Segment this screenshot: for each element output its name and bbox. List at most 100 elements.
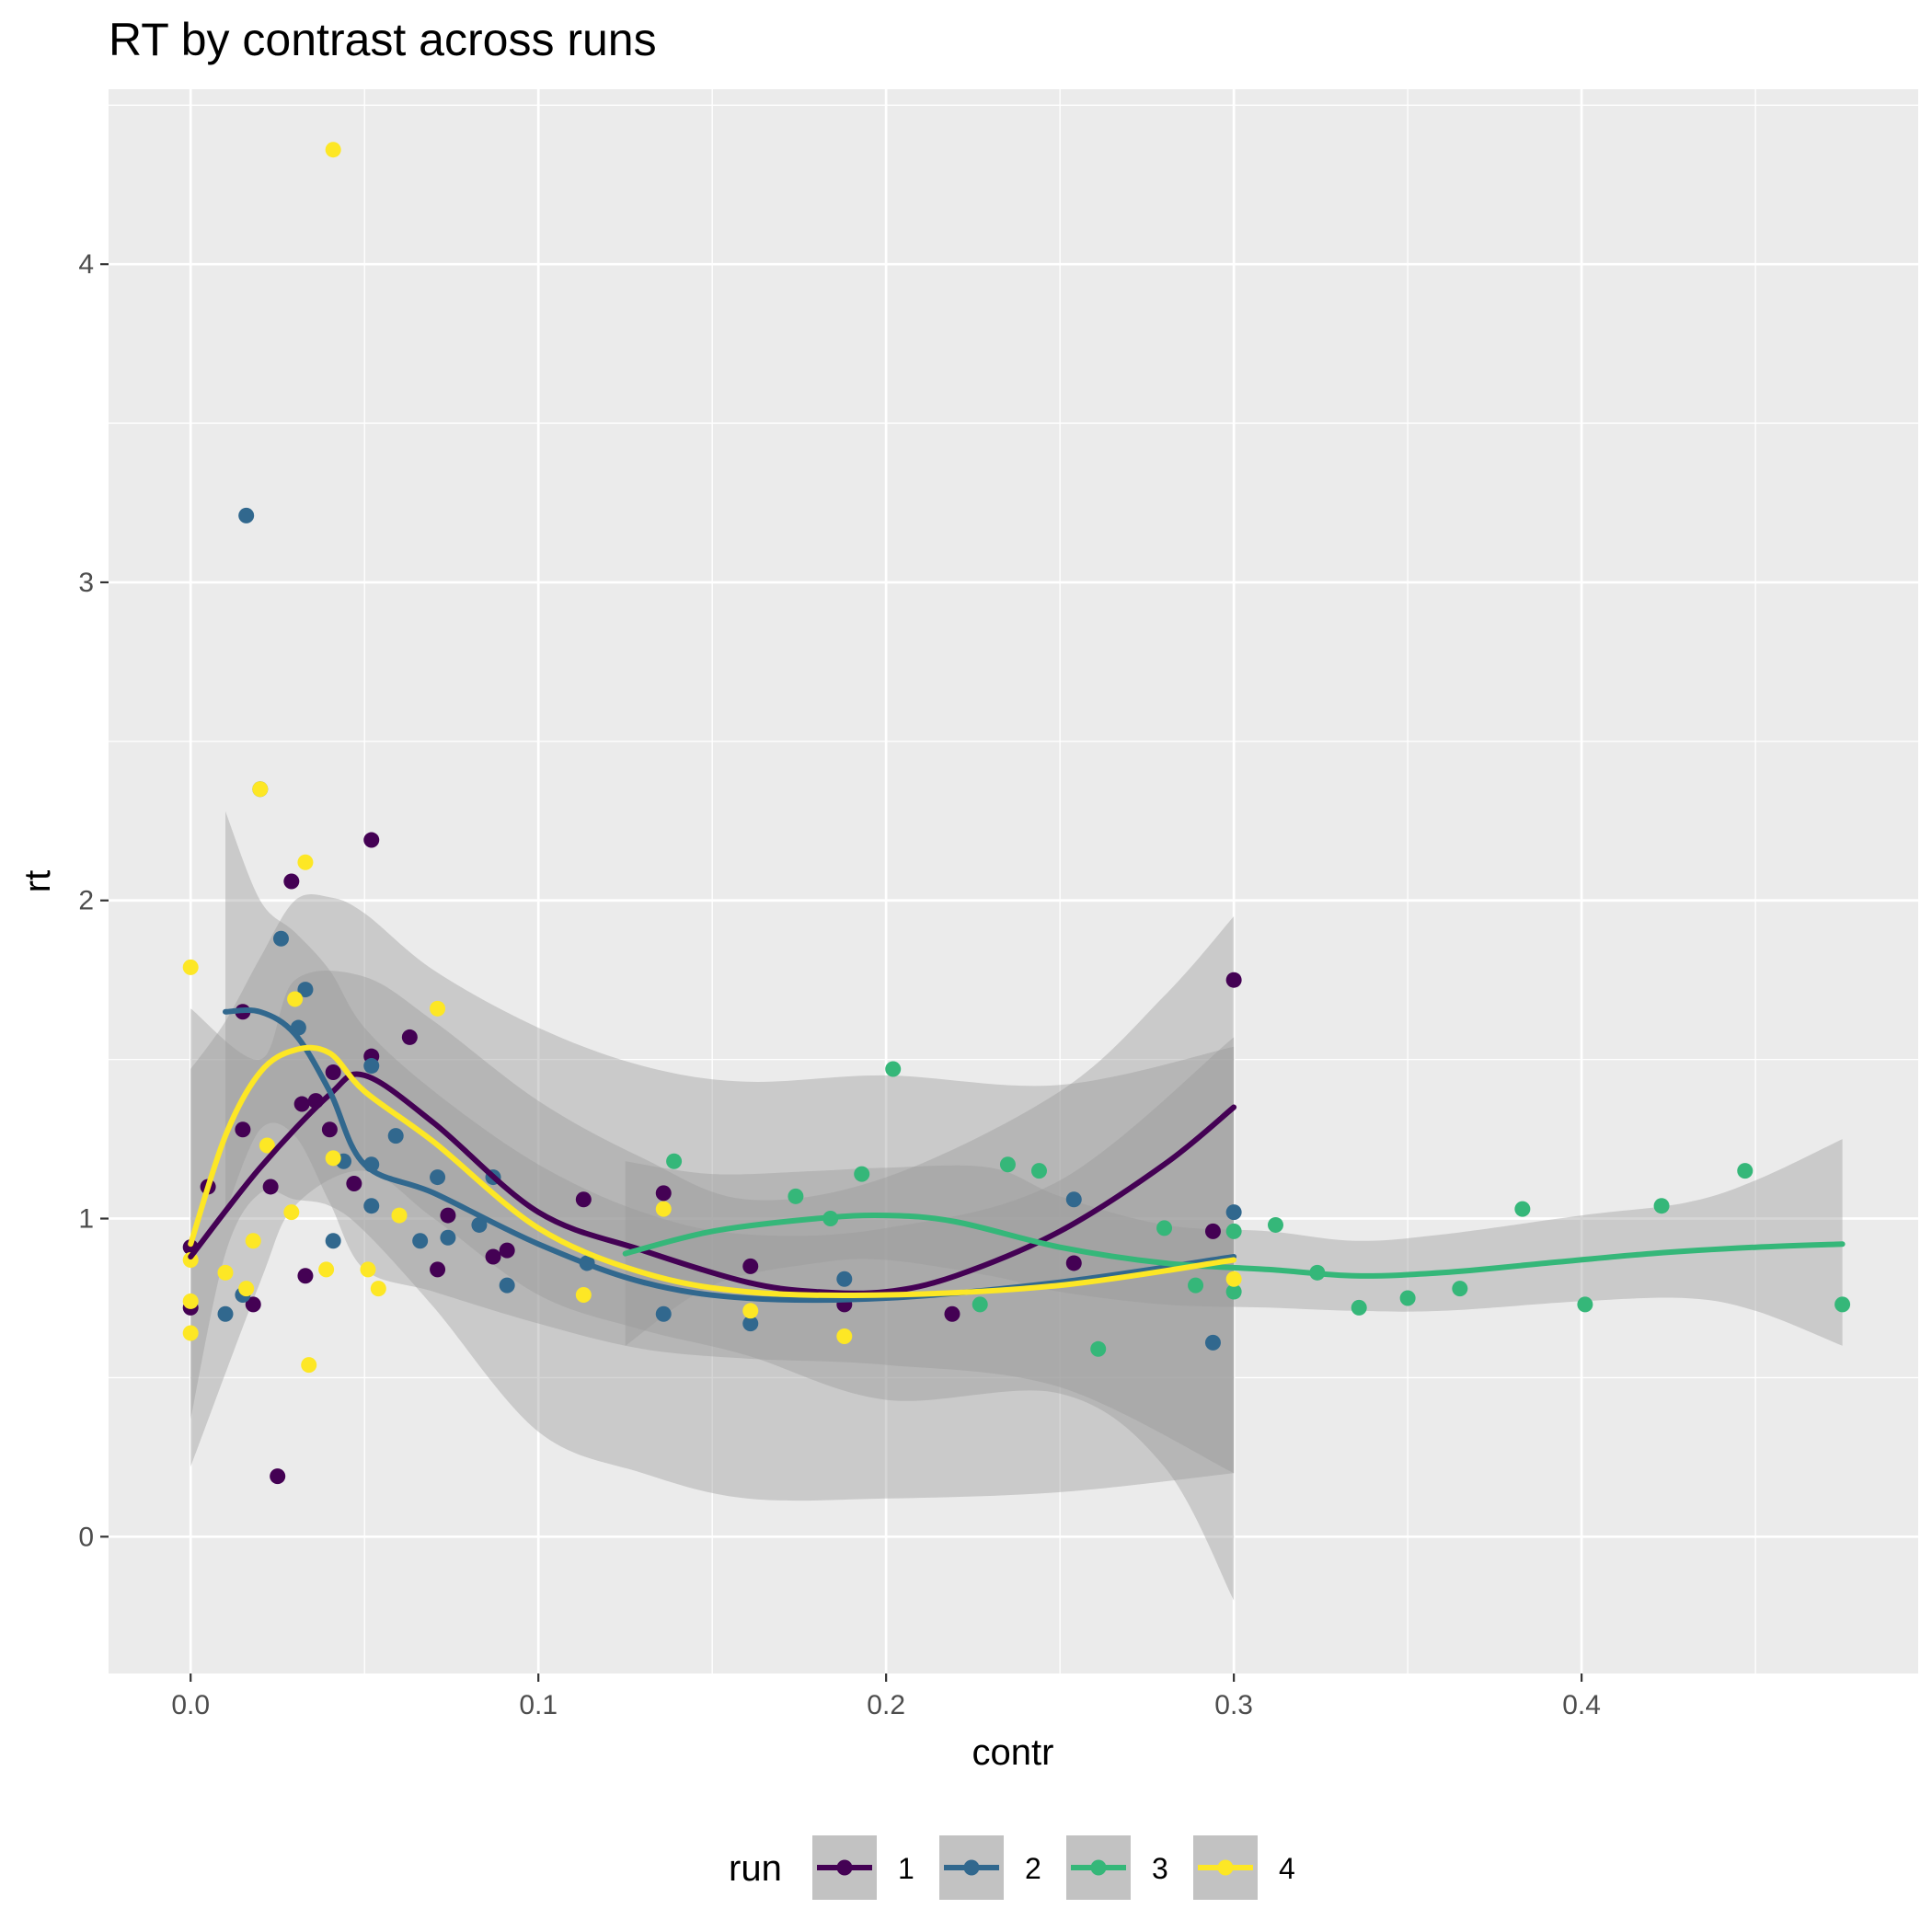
point-run-4 <box>217 1264 234 1281</box>
point-run-1 <box>363 832 380 848</box>
y-tick-label: 0 <box>78 1522 94 1552</box>
y-tick-label: 3 <box>78 568 94 598</box>
ci-band-run-1 <box>190 916 1235 1601</box>
legend-key-point <box>963 1859 980 1876</box>
point-run-3 <box>1030 1163 1047 1179</box>
point-run-1 <box>325 1064 341 1080</box>
point-run-2 <box>217 1305 234 1322</box>
x-tick-label: 0.3 <box>1214 1690 1253 1720</box>
y-tick-label: 4 <box>78 249 94 280</box>
y-tick-label: 2 <box>78 886 94 916</box>
y-axis: 0 1 2 3 4 <box>78 249 109 1552</box>
y-axis-title: rt <box>17 870 58 892</box>
point-run-4 <box>360 1261 376 1278</box>
point-run-2 <box>325 1233 341 1249</box>
point-run-1 <box>401 1029 418 1045</box>
point-run-2 <box>836 1271 853 1287</box>
point-run-3 <box>1514 1201 1531 1217</box>
x-tick-label: 0.2 <box>867 1690 905 1720</box>
legend-title: run <box>729 1848 782 1889</box>
fit-line-run-4 <box>188 1044 1237 1299</box>
point-run-3 <box>1225 1283 1242 1300</box>
point-run-2 <box>1065 1191 1082 1208</box>
plot-panel <box>109 89 1918 1673</box>
point-run-3 <box>1225 1223 1242 1239</box>
point-run-3 <box>1351 1299 1367 1316</box>
point-run-2 <box>430 1169 446 1186</box>
point-run-4 <box>252 781 269 798</box>
point-run-4 <box>370 1281 386 1297</box>
point-run-1 <box>297 1268 314 1284</box>
major-gridlines <box>109 89 1918 1673</box>
point-run-3 <box>885 1061 902 1077</box>
point-run-3 <box>1577 1296 1593 1313</box>
point-run-3 <box>1737 1163 1754 1179</box>
point-run-3 <box>854 1166 870 1182</box>
point-run-4 <box>325 1150 341 1167</box>
point-run-4 <box>742 1303 759 1319</box>
y-tick-label: 1 <box>78 1204 94 1235</box>
point-run-4 <box>182 959 199 975</box>
legend-label-run-4: 4 <box>1279 1852 1295 1885</box>
point-run-3 <box>1653 1198 1670 1214</box>
point-run-2 <box>1204 1334 1221 1351</box>
point-run-3 <box>1834 1296 1851 1313</box>
point-run-3 <box>666 1153 683 1169</box>
point-run-2 <box>1225 1204 1242 1221</box>
point-run-4 <box>430 1000 446 1017</box>
point-run-1 <box>1065 1255 1082 1271</box>
point-run-3 <box>1267 1216 1283 1233</box>
point-run-2 <box>655 1305 672 1322</box>
point-run-2 <box>238 507 255 523</box>
point-run-4 <box>391 1207 408 1224</box>
point-run-1 <box>1204 1223 1221 1239</box>
minor-gridlines <box>109 89 1918 1673</box>
point-run-1 <box>1225 972 1242 988</box>
point-run-4 <box>238 1281 255 1297</box>
point-run-2 <box>297 982 314 998</box>
point-run-2 <box>363 1198 380 1214</box>
point-run-1 <box>655 1185 672 1202</box>
legend-label-run-2: 2 <box>1025 1852 1041 1885</box>
point-run-1 <box>944 1305 960 1322</box>
point-run-2 <box>471 1216 488 1233</box>
point-run-3 <box>1156 1220 1173 1236</box>
point-run-4 <box>283 1204 300 1221</box>
legend-key-point <box>836 1859 853 1876</box>
x-axis-title: contr <box>972 1732 1054 1773</box>
point-run-1 <box>430 1261 446 1278</box>
chart-title: RT by contrast across runs <box>109 14 657 65</box>
point-run-4 <box>325 142 341 158</box>
fit-line-run-3 <box>622 1212 1846 1279</box>
point-run-1 <box>293 1096 310 1112</box>
point-run-1 <box>440 1207 456 1224</box>
x-tick-label: 0.0 <box>171 1690 210 1720</box>
point-run-1 <box>346 1175 362 1191</box>
point-run-2 <box>440 1229 456 1246</box>
legend-label-run-1: 1 <box>898 1852 914 1885</box>
point-run-3 <box>999 1156 1016 1173</box>
point-run-3 <box>1452 1281 1468 1297</box>
point-run-3 <box>1090 1340 1107 1357</box>
point-run-2 <box>499 1277 515 1294</box>
point-run-2 <box>742 1316 759 1332</box>
point-run-1 <box>499 1242 515 1259</box>
point-run-1 <box>575 1191 592 1208</box>
ci-band-run-4 <box>190 894 1235 1501</box>
point-run-3 <box>1188 1277 1204 1294</box>
point-run-4 <box>575 1287 592 1304</box>
point-run-1 <box>742 1258 759 1274</box>
legend-key-point <box>1217 1859 1234 1876</box>
point-run-4 <box>1225 1271 1242 1287</box>
x-tick-label: 0.1 <box>519 1690 558 1720</box>
legend-label-run-3: 3 <box>1152 1852 1168 1885</box>
legend: run 1 2 3 4 <box>729 1835 1295 1900</box>
x-axis: 0.0 0.1 0.2 0.3 0.4 <box>171 1673 1601 1720</box>
point-run-1 <box>262 1179 279 1195</box>
point-run-4 <box>182 1325 199 1341</box>
point-run-1 <box>245 1296 261 1313</box>
point-run-1 <box>283 873 300 890</box>
point-run-4 <box>297 854 314 870</box>
point-run-1 <box>485 1248 501 1265</box>
